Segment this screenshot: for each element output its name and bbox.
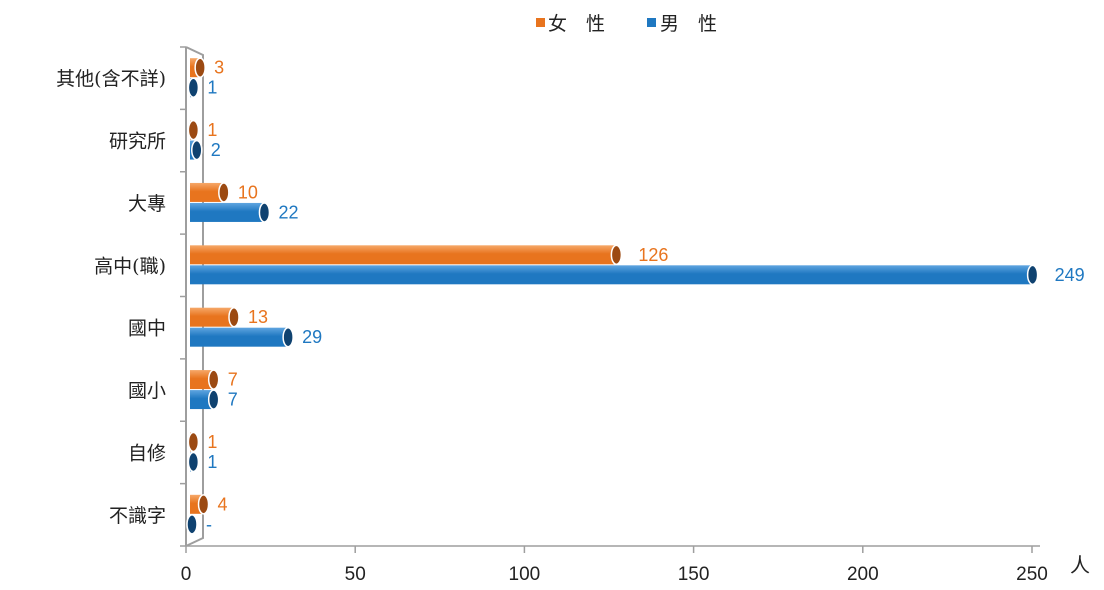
category-label: 自修 — [128, 442, 166, 464]
bar-cap-male — [258, 202, 271, 223]
axis-frame — [180, 46, 1040, 553]
bar-cap-male — [186, 514, 198, 535]
bar-cap-female — [610, 244, 623, 266]
bar-cap-female — [187, 119, 200, 141]
bar-cap-female — [218, 182, 230, 203]
data-label-male: 22 — [278, 202, 298, 222]
legend-label-female: 女 性 — [548, 13, 605, 35]
bar-cap-male — [207, 389, 220, 410]
bar-female — [190, 182, 224, 202]
data-label-male: 1 — [207, 452, 217, 472]
x-tick-label: 250 — [1016, 564, 1048, 585]
data-label-male: 29 — [302, 327, 322, 347]
x-tick-label: 100 — [509, 564, 541, 585]
bar-female — [190, 307, 234, 327]
data-label-female: 3 — [214, 58, 224, 78]
bar-cap-male — [187, 77, 200, 98]
legend: 女 性 男 性 — [536, 13, 717, 35]
bars — [186, 57, 1039, 535]
data-label-male: 7 — [228, 390, 238, 410]
data-label-female: 1 — [207, 120, 217, 140]
legend-label-male: 男 性 — [660, 13, 717, 35]
x-tick-label: 50 — [345, 564, 366, 585]
bar-cap-female — [187, 431, 200, 453]
legend-swatch-male — [647, 18, 656, 27]
x-tick-labels: 0 50 100 150 200 250 — [181, 564, 1048, 585]
x-tick-label: 200 — [847, 564, 879, 585]
bar-cap-female — [207, 369, 220, 390]
data-label-male: 249 — [1055, 265, 1085, 285]
bar-cap-male — [187, 451, 200, 473]
data-label-female: 1 — [207, 432, 217, 452]
bar-female — [190, 245, 617, 265]
bar-male — [190, 327, 289, 347]
data-label-female: 7 — [228, 370, 238, 390]
data-label-female: 126 — [638, 245, 668, 265]
data-label-female: 4 — [218, 494, 228, 514]
category-label: 不識字 — [109, 505, 166, 527]
data-label-male: 2 — [211, 140, 221, 160]
data-label-female: 13 — [248, 307, 268, 327]
category-label: 高中(職) — [94, 255, 166, 277]
category-label: 其他(含不詳) — [56, 68, 166, 90]
legend-swatch-female — [536, 18, 545, 27]
bar-cap-female — [197, 494, 210, 515]
bar-female — [190, 370, 214, 390]
x-tick-label: 0 — [181, 564, 192, 585]
category-label: 國中 — [128, 318, 166, 340]
wall-edge — [185, 46, 204, 547]
category-label: 研究所 — [109, 131, 166, 153]
data-label-male: 1 — [207, 78, 217, 98]
bar-cap-female — [194, 57, 206, 78]
bar-cap-female — [228, 306, 240, 328]
category-label: 大專 — [128, 193, 166, 215]
category-label: 國小 — [128, 380, 166, 402]
bar-male — [190, 265, 1033, 285]
bar-male — [190, 390, 214, 410]
x-tick-label: 150 — [678, 564, 710, 585]
x-axis-unit-label: 人 — [1070, 553, 1090, 577]
data-label-male: - — [206, 514, 212, 534]
bar-cap-male — [1026, 264, 1039, 286]
bar-male — [190, 202, 265, 222]
bar-cap-male — [191, 139, 203, 161]
bar-cap-male — [282, 326, 294, 348]
data-label-female: 10 — [238, 182, 258, 202]
